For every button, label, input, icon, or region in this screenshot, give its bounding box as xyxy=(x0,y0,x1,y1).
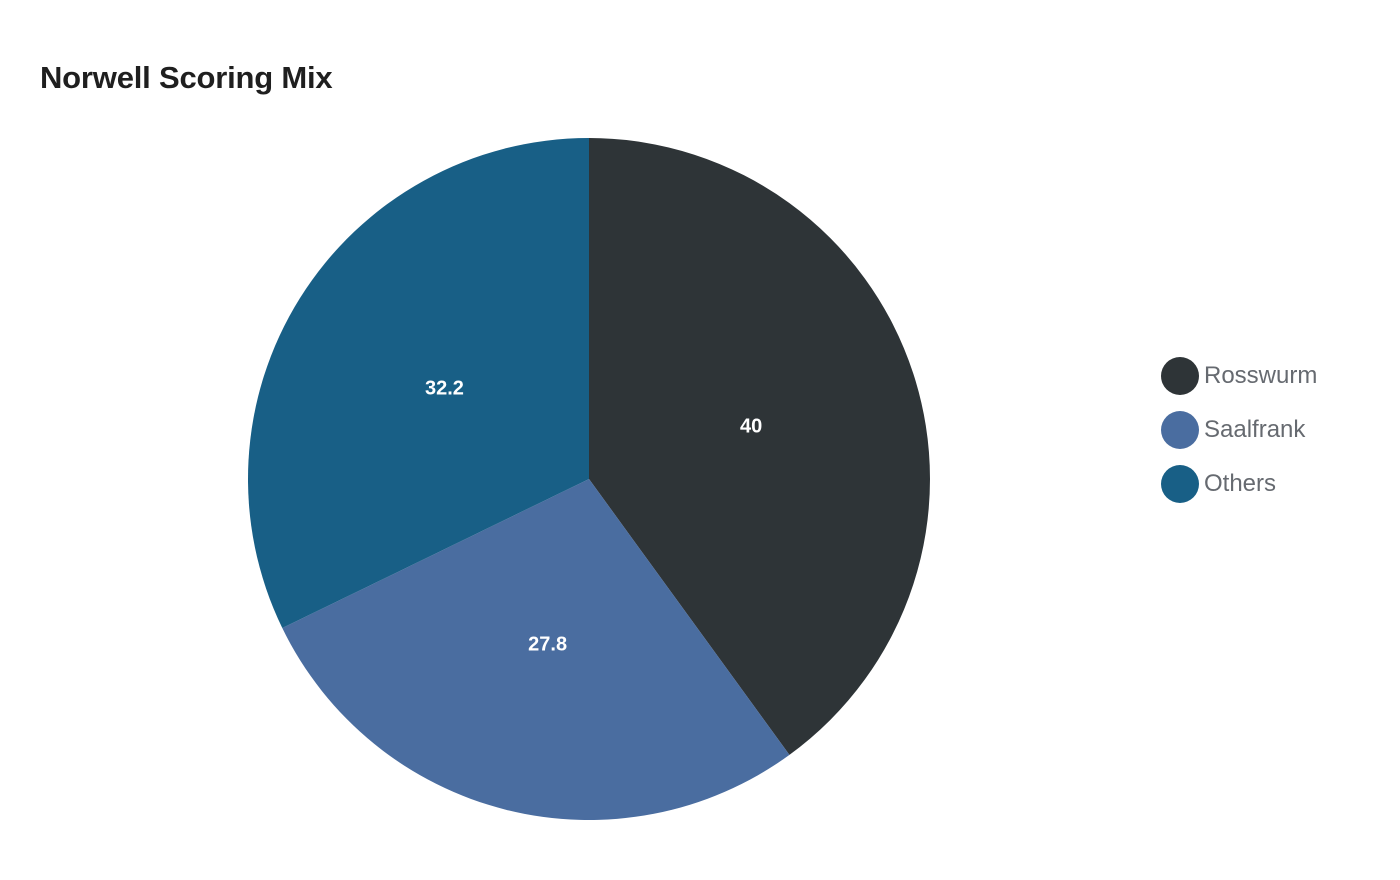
pie-slice-rosswurm[interactable] xyxy=(589,138,930,755)
legend-swatch-rosswurm xyxy=(1161,357,1199,395)
legend-swatch-others xyxy=(1161,465,1199,503)
legend: Rosswurm Saalfrank Others xyxy=(1161,357,1317,519)
slice-value-label-others: 32.2 xyxy=(425,378,464,400)
chart-title: Norwell Scoring Mix xyxy=(40,60,333,95)
legend-label-saalfrank: Saalfrank xyxy=(1204,416,1306,443)
pie-slice-others[interactable] xyxy=(247,138,589,629)
legend-item-saalfrank[interactable]: Saalfrank xyxy=(1161,411,1317,449)
legend-item-others[interactable]: Others xyxy=(1161,465,1317,503)
legend-item-rosswurm[interactable]: Rosswurm xyxy=(1161,357,1317,395)
legend-label-others: Others xyxy=(1204,470,1277,497)
slice-value-label-rosswurm: 40 xyxy=(740,415,762,437)
pie-slice-saalfrank[interactable] xyxy=(282,479,790,821)
slice-value-label-saalfrank: 27.8 xyxy=(528,633,567,655)
legend-swatch-saalfrank xyxy=(1161,411,1199,449)
legend-label-rosswurm: Rosswurm xyxy=(1204,362,1318,389)
